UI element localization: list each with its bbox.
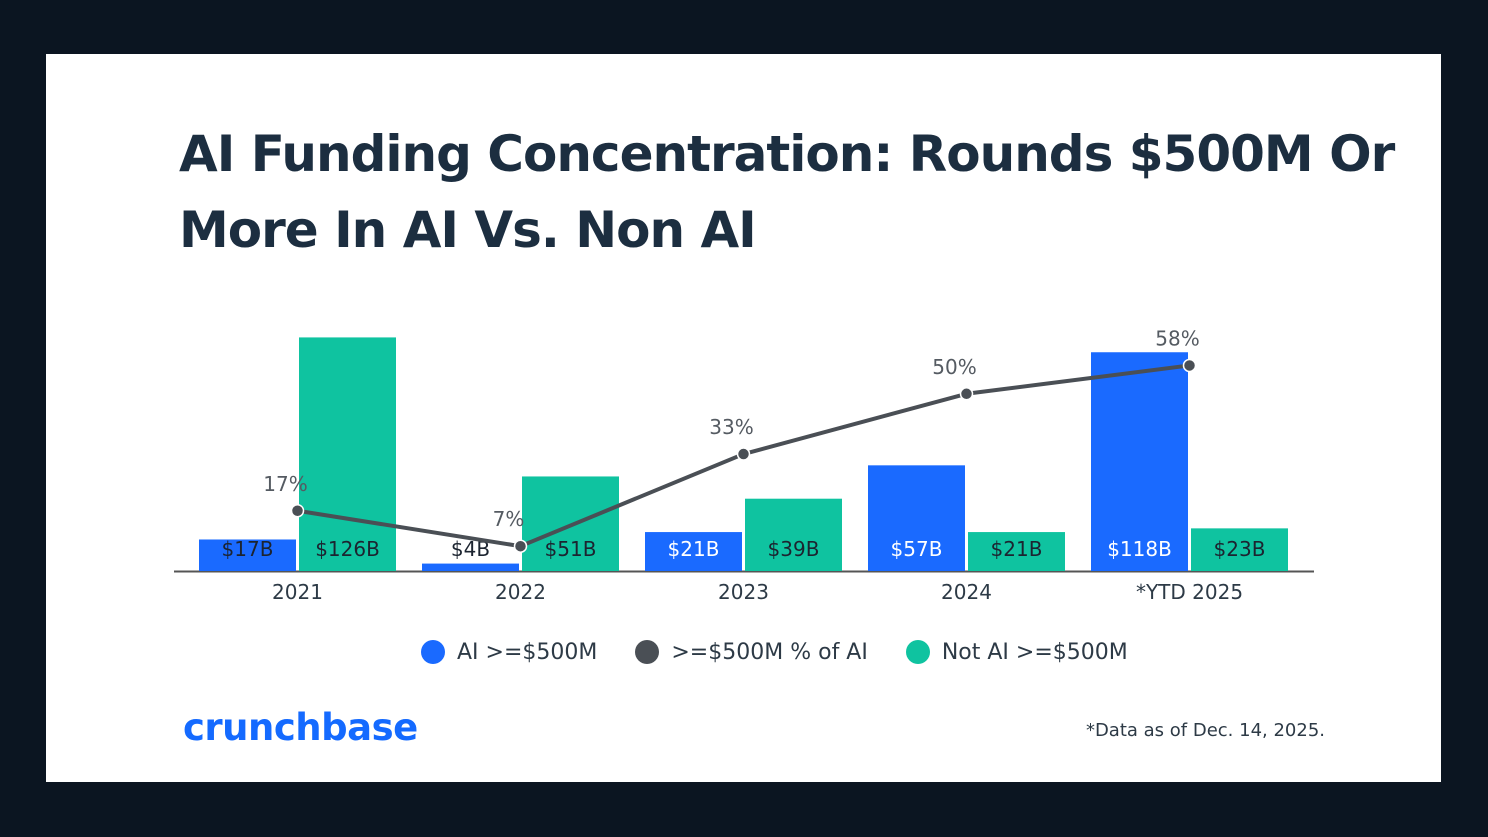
data-footnote: *Data as of Dec. 14, 2025. xyxy=(1085,720,1325,741)
bar-ai-2 xyxy=(645,532,742,571)
bar-not-ai-0 xyxy=(299,337,396,571)
bar-label-not-ai-4: $23B xyxy=(1214,537,1266,561)
x-tick-label-0: 2021 xyxy=(272,580,323,604)
line-point-4 xyxy=(1182,358,1197,373)
line-point-1 xyxy=(513,539,528,553)
chart-legend: AI >=$500M >=$500M % of AI Not AI >=$500… xyxy=(421,636,1128,668)
bar-ai-1 xyxy=(422,563,519,571)
bar-ai-0 xyxy=(199,539,296,571)
line-label-2: 33% xyxy=(709,415,753,439)
bar-label-ai-4: $118B xyxy=(1107,537,1172,561)
x-tick-label-3: 2024 xyxy=(941,580,992,604)
bar-label-ai-3: $57B xyxy=(891,537,943,561)
bar-not-ai-2 xyxy=(745,498,842,571)
x-tick-label-1: 2022 xyxy=(495,580,546,604)
bar-label-not-ai-0: $126B xyxy=(315,537,380,561)
line-point-0 xyxy=(290,504,305,518)
legend-swatch-not-ai xyxy=(905,640,930,664)
x-tick-label-2: 2023 xyxy=(718,580,769,604)
legend-label-ai: AI >=$500M xyxy=(457,639,598,665)
line-point-3 xyxy=(959,387,974,401)
bar-label-not-ai-1: $51B xyxy=(545,537,597,561)
bar-ai-4 xyxy=(1091,352,1188,571)
crunchbase-logo: crunchbase xyxy=(183,706,418,749)
bar-label-not-ai-2: $39B xyxy=(768,537,820,561)
legend-item-ai: AI >=$500M xyxy=(421,640,597,665)
legend-swatch-ai xyxy=(421,640,445,664)
chart-title: AI Funding Concentration: Rounds $500M O… xyxy=(179,125,1395,259)
bar-label-ai-0: $17B xyxy=(222,537,274,561)
chart-card: AI Funding Concentration: Rounds $500M O… xyxy=(46,54,1441,782)
legend-item-percent: >=$500M % of AI xyxy=(635,639,868,665)
legend-label-percent: >=$500M % of AI xyxy=(671,639,868,665)
bar-not-ai-3 xyxy=(968,532,1065,571)
bar-label-ai-2: $21B xyxy=(668,537,720,561)
legend-label-not-ai: Not AI >=$500M xyxy=(941,639,1128,665)
bar-ai-3 xyxy=(868,465,965,571)
legend-item-not-ai: Not AI >=$500M xyxy=(905,639,1128,665)
bar-label-not-ai-3: $21B xyxy=(991,537,1043,561)
x-tick-label-4: *YTD 2025 xyxy=(1136,580,1243,604)
line-point-2 xyxy=(736,447,751,461)
line-label-4: 58% xyxy=(1155,326,1199,350)
line-label-0: 17% xyxy=(263,472,307,496)
bar-not-ai-4 xyxy=(1191,528,1288,571)
legend-swatch-percent xyxy=(635,640,660,664)
line-label-1: 7% xyxy=(493,507,525,531)
line-label-3: 50% xyxy=(932,355,976,379)
